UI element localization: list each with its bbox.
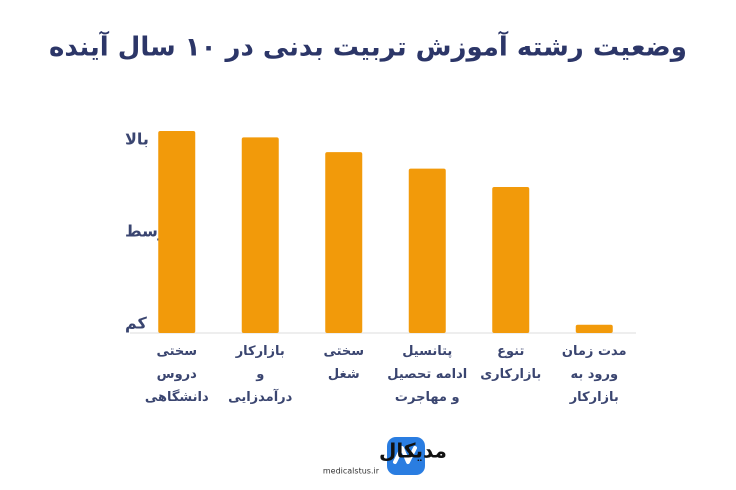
bar	[158, 131, 196, 333]
x-tick-label: سختی شغل	[323, 344, 365, 382]
bar	[575, 324, 613, 333]
x-tick-label: پتانسیل ادامه تحصیل و مهاجرت	[387, 344, 468, 405]
chart-title: وضعیت رشته آموزش تربیت بدنی در ۱۰ سال آی…	[49, 31, 687, 63]
logo-icon	[387, 437, 425, 475]
y-tick-label: کم	[125, 313, 148, 332]
bar	[408, 168, 446, 333]
x-tick-label: بازارکار و درآمدزایی	[228, 344, 293, 405]
bar	[241, 137, 279, 333]
brand-name: مدیکال	[379, 439, 447, 463]
x-tick-label: مدت زمان ورود به بازارکار	[561, 344, 627, 405]
y-tick-label: بالا	[125, 130, 149, 149]
bar	[325, 152, 363, 333]
brand-site: medicalstus.ir	[323, 467, 380, 476]
x-tick-label: تنوع بازارکاری	[480, 344, 542, 382]
bar	[492, 187, 530, 333]
x-tick-label: سختی دروس دانشگاهی	[144, 344, 209, 405]
